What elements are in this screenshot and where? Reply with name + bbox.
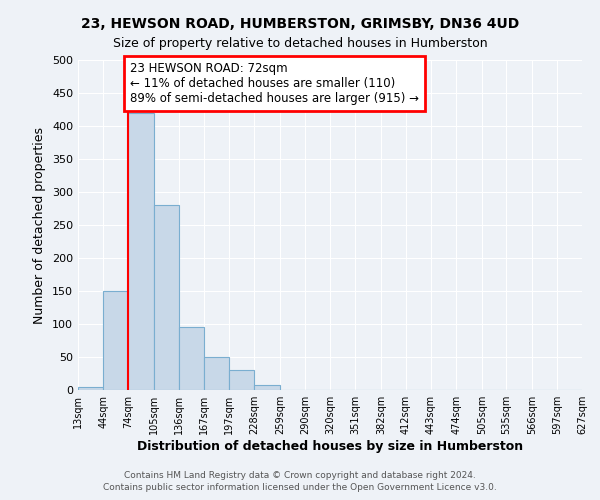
Bar xyxy=(254,384,280,390)
Y-axis label: Number of detached properties: Number of detached properties xyxy=(34,126,46,324)
Text: Contains public sector information licensed under the Open Government Licence v3: Contains public sector information licen… xyxy=(103,484,497,492)
Bar xyxy=(205,357,229,390)
Text: 23 HEWSON ROAD: 72sqm
← 11% of detached houses are smaller (110)
89% of semi-det: 23 HEWSON ROAD: 72sqm ← 11% of detached … xyxy=(130,62,419,105)
Bar xyxy=(154,205,179,390)
Bar xyxy=(78,386,103,390)
Bar xyxy=(103,291,128,390)
Text: Contains HM Land Registry data © Crown copyright and database right 2024.: Contains HM Land Registry data © Crown c… xyxy=(124,471,476,480)
X-axis label: Distribution of detached houses by size in Humberston: Distribution of detached houses by size … xyxy=(137,440,523,453)
Bar xyxy=(128,113,154,390)
Text: 23, HEWSON ROAD, HUMBERSTON, GRIMSBY, DN36 4UD: 23, HEWSON ROAD, HUMBERSTON, GRIMSBY, DN… xyxy=(81,18,519,32)
Bar xyxy=(179,328,205,390)
Text: Size of property relative to detached houses in Humberston: Size of property relative to detached ho… xyxy=(113,38,487,51)
Bar xyxy=(229,370,254,390)
